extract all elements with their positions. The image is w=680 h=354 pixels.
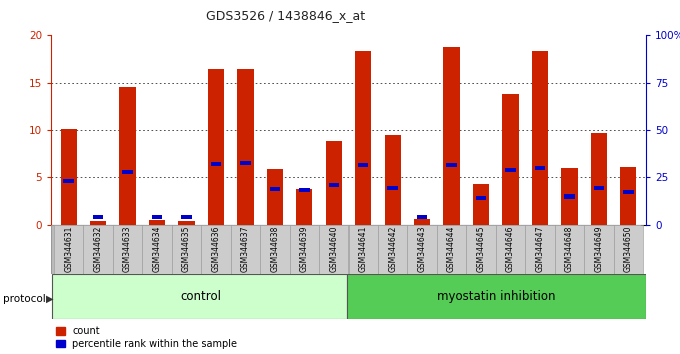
Bar: [532, 51, 548, 225]
Bar: [476, 196, 486, 200]
Bar: [269, 187, 280, 191]
Text: GSM344649: GSM344649: [594, 225, 603, 272]
Text: GSM344636: GSM344636: [211, 225, 220, 272]
Text: GDS3526 / 1438846_x_at: GDS3526 / 1438846_x_at: [206, 9, 365, 22]
Bar: [347, 274, 646, 319]
Bar: [90, 221, 106, 225]
Bar: [503, 94, 519, 225]
Bar: [417, 215, 428, 219]
Bar: [182, 215, 192, 219]
Text: GSM344640: GSM344640: [329, 225, 338, 272]
Bar: [260, 225, 290, 274]
Bar: [446, 163, 457, 167]
Bar: [443, 47, 460, 225]
Text: GSM344645: GSM344645: [477, 225, 486, 272]
Bar: [113, 225, 142, 274]
Text: GSM344639: GSM344639: [300, 225, 309, 272]
Bar: [473, 184, 489, 225]
Bar: [534, 166, 545, 170]
Bar: [54, 225, 84, 274]
Bar: [149, 220, 165, 225]
Bar: [584, 225, 613, 274]
Bar: [525, 225, 555, 274]
Bar: [355, 51, 371, 225]
Bar: [414, 219, 430, 225]
Bar: [201, 225, 231, 274]
Bar: [178, 221, 194, 225]
Text: myostatin inhibition: myostatin inhibition: [437, 290, 555, 303]
Text: control: control: [181, 290, 222, 303]
Bar: [63, 179, 74, 183]
Bar: [52, 274, 347, 319]
Text: ▶: ▶: [46, 294, 54, 304]
Bar: [61, 129, 77, 225]
Bar: [122, 170, 133, 174]
Bar: [407, 225, 437, 274]
Text: GSM344641: GSM344641: [359, 225, 368, 272]
Bar: [208, 69, 224, 225]
Text: GSM344632: GSM344632: [94, 225, 103, 272]
Bar: [152, 215, 163, 219]
Bar: [385, 135, 401, 225]
Bar: [561, 168, 577, 225]
Bar: [388, 186, 398, 190]
Bar: [348, 225, 378, 274]
Bar: [290, 225, 319, 274]
Legend: count, percentile rank within the sample: count, percentile rank within the sample: [56, 326, 237, 349]
Bar: [299, 188, 309, 192]
Bar: [237, 69, 254, 225]
Bar: [555, 225, 584, 274]
Text: GSM344646: GSM344646: [506, 225, 515, 272]
Bar: [591, 133, 607, 225]
Bar: [319, 225, 348, 274]
Text: protocol: protocol: [3, 294, 46, 304]
Text: GSM344633: GSM344633: [123, 225, 132, 272]
Bar: [594, 186, 604, 190]
Bar: [296, 189, 312, 225]
Bar: [172, 225, 201, 274]
Bar: [142, 225, 172, 274]
Bar: [211, 162, 221, 166]
Bar: [620, 167, 636, 225]
Bar: [564, 194, 575, 199]
Bar: [613, 225, 643, 274]
Bar: [120, 87, 136, 225]
Bar: [358, 163, 369, 167]
Text: GSM344647: GSM344647: [535, 225, 545, 272]
Bar: [378, 225, 407, 274]
Bar: [326, 142, 342, 225]
Bar: [231, 225, 260, 274]
Bar: [240, 161, 251, 165]
Bar: [505, 168, 515, 172]
Text: GSM344642: GSM344642: [388, 225, 397, 272]
Bar: [84, 225, 113, 274]
Bar: [437, 225, 466, 274]
Text: GSM344650: GSM344650: [624, 225, 633, 272]
Text: GSM344643: GSM344643: [418, 225, 426, 272]
Bar: [93, 215, 103, 219]
Text: GSM344634: GSM344634: [152, 225, 162, 272]
Text: GSM344635: GSM344635: [182, 225, 191, 272]
Bar: [466, 225, 496, 274]
Text: GSM344637: GSM344637: [241, 225, 250, 272]
Text: GSM344631: GSM344631: [64, 225, 73, 272]
Bar: [623, 189, 634, 194]
Bar: [328, 183, 339, 187]
Bar: [496, 225, 525, 274]
Text: GSM344648: GSM344648: [565, 225, 574, 272]
Text: GSM344644: GSM344644: [447, 225, 456, 272]
Bar: [267, 169, 283, 225]
Text: GSM344638: GSM344638: [271, 225, 279, 272]
